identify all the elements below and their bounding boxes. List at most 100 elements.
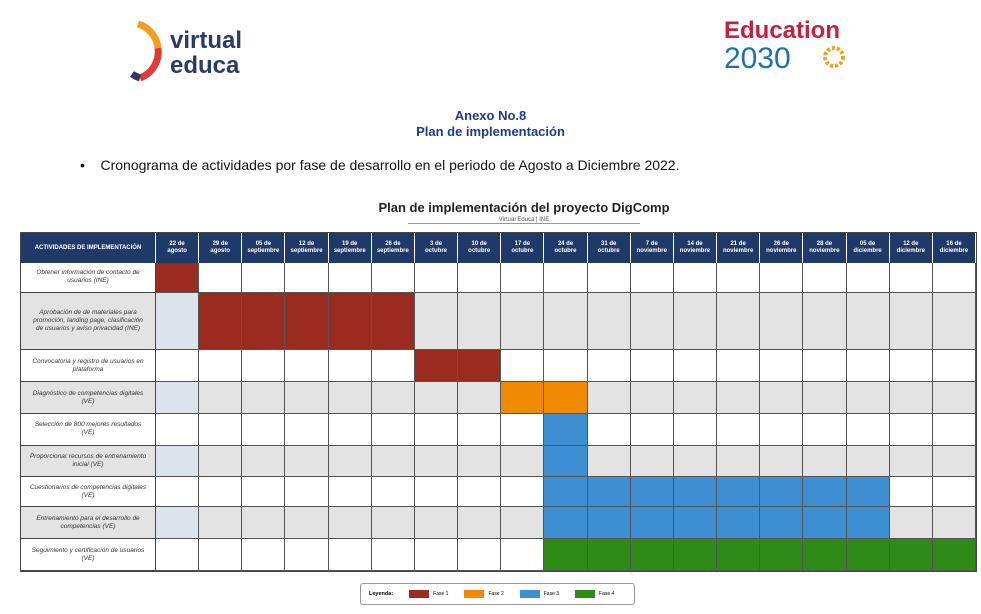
week-header-line: octubre <box>425 248 448 254</box>
gantt-bar-cell <box>803 476 847 508</box>
week-header: 17 de octubre <box>501 233 545 263</box>
grid-cell <box>199 445 243 477</box>
week-header-line: 16 de <box>946 241 962 247</box>
grid-cell <box>458 292 502 351</box>
grid-cell <box>242 350 286 383</box>
gantt-bar-cell <box>803 539 847 571</box>
grid-cell <box>199 350 243 383</box>
annex-subtitle: Plan de implementación <box>416 124 565 139</box>
week-header-line: 22 de <box>169 241 185 247</box>
grid-cell <box>414 263 459 293</box>
week-header-line: 17 de <box>514 241 530 247</box>
task-label: Entrenamiento para el desarrollo de comp… <box>21 507 156 540</box>
gantt-bar-cell <box>156 263 200 293</box>
week-header-line: septiembre <box>333 248 366 254</box>
gantt-title: Plan de implementación del proyecto DigC… <box>378 200 670 215</box>
bullet-text: Cronograma de actividades por fase de de… <box>100 157 680 173</box>
week-header: 7 de noviembre <box>630 233 674 263</box>
task-label: Selección de 800 mejores resultados (VE) <box>21 414 156 446</box>
legend-title: Leyenda: <box>369 591 394 597</box>
gantt-bar-cell <box>544 382 588 414</box>
grid-cell <box>717 350 761 383</box>
week-header: 05 de septiembre <box>242 233 286 263</box>
week-header-line: 29 de <box>212 241 228 247</box>
logo-arc <box>138 47 162 82</box>
grid-cell <box>630 445 674 477</box>
grid-cell <box>458 263 502 293</box>
grid-cell <box>501 445 545 477</box>
grid-cell <box>673 350 718 383</box>
grid-cell <box>889 350 933 383</box>
week-header: 10 de octubre <box>458 233 502 263</box>
grid-cell <box>156 476 200 508</box>
grid-cell <box>630 414 674 446</box>
grid-cell <box>458 507 502 540</box>
grid-cell <box>673 414 718 446</box>
week-header-line: 24 de <box>557 241 574 247</box>
week-header: 14 de noviembre <box>673 233 718 263</box>
legend-label: Fase 2 <box>488 591 504 597</box>
gantt-bar-cell <box>587 507 631 540</box>
grid-cell <box>199 476 243 508</box>
grid-cell <box>760 382 804 414</box>
grid-cell <box>371 350 415 383</box>
grid-cell <box>156 507 200 540</box>
logo-text: 2030 <box>724 42 791 74</box>
grid-cell <box>501 507 545 540</box>
logo-arc <box>136 20 162 49</box>
grid-cell <box>932 382 976 414</box>
grid-cell <box>501 292 545 351</box>
legend-swatch <box>575 590 596 598</box>
grid-cell <box>760 414 804 446</box>
gantt-bar-cell <box>673 507 718 540</box>
gantt-bar-cell <box>760 507 804 540</box>
grid-cell <box>846 263 890 293</box>
grid-cell <box>889 445 933 477</box>
grid-cell <box>371 414 415 446</box>
gantt-bar-cell <box>242 292 286 351</box>
week-header-line: octubre <box>511 248 534 254</box>
grid-cell <box>932 292 976 351</box>
grid-cell <box>587 292 631 351</box>
grid-cell <box>630 382 674 414</box>
grid-cell <box>328 414 372 446</box>
corner-header: ACTIVIDADES DE IMPLEMENTACIÓN <box>21 233 156 263</box>
legend-item: Fase 4 <box>575 590 614 598</box>
week-header-line: noviembre <box>766 248 797 254</box>
grid-cell <box>760 292 804 351</box>
task-label: Aprobación de de materiales para promoci… <box>21 292 156 351</box>
legend: Leyenda: Fase 1 Fase 2 Fase 3 Fase 4 <box>360 583 635 605</box>
legend-item: Fase 1 <box>409 590 448 598</box>
legend-item: Fase 3 <box>519 590 560 598</box>
legend-label: Fase 3 <box>543 591 560 597</box>
legend-item: Fase 2 <box>464 590 504 598</box>
grid-cell <box>199 414 243 446</box>
gantt-bar-cell <box>501 382 545 414</box>
task-label: Obtener información de contacto de usuar… <box>21 263 156 293</box>
grid-cell <box>803 382 847 414</box>
grid-cell <box>285 476 329 508</box>
grid-cell <box>414 445 459 477</box>
week-header: 3 de octubre <box>414 233 459 263</box>
week-header-line: septiembre <box>247 248 280 254</box>
week-header-line: septiembre <box>290 248 323 254</box>
grid-cell <box>544 350 588 383</box>
week-header-line: octubre <box>597 248 620 254</box>
annex-heading: Anexo No.8 Plan de implementación <box>0 108 981 140</box>
grid-cell <box>717 292 761 351</box>
grid-cell <box>156 382 200 414</box>
week-header-line: 26 de <box>385 241 401 247</box>
week-header: 21 de noviembre <box>717 233 761 263</box>
legend-swatch <box>464 590 485 598</box>
grid-cell <box>458 382 502 414</box>
grid-cell <box>889 382 933 414</box>
gantt-bar-cell <box>199 292 243 351</box>
grid-cell <box>414 507 459 540</box>
grid-cell <box>414 476 459 508</box>
week-header-line: diciembre <box>896 248 925 254</box>
gantt-bar-cell <box>544 539 588 571</box>
grid-cell <box>156 445 200 477</box>
grid-cell <box>414 539 459 571</box>
grid-cell <box>199 539 243 571</box>
grid-cell <box>242 414 286 446</box>
